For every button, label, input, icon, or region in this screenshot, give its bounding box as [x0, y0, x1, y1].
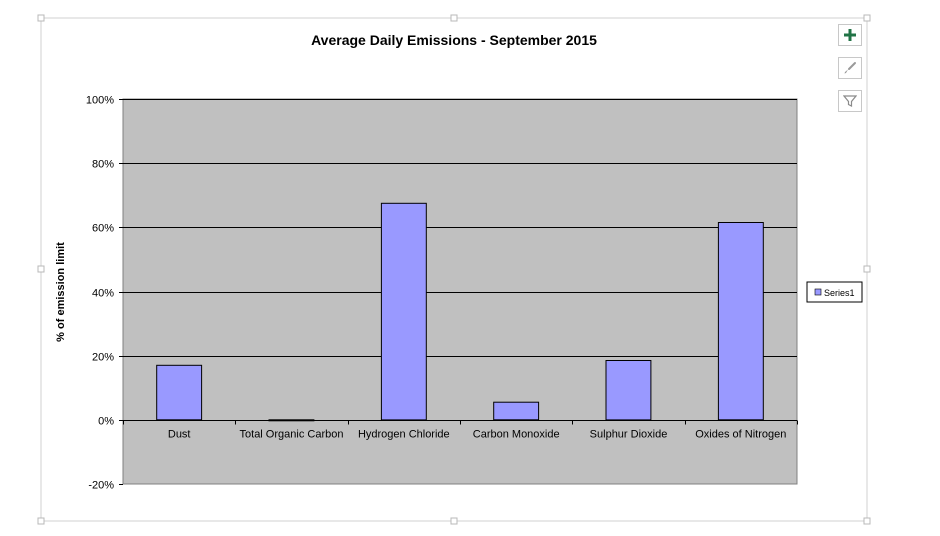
x-tick-label: Oxides of Nitrogen [695, 429, 786, 441]
y-tick-label: 100% [86, 95, 114, 107]
plus-icon [844, 29, 856, 41]
chart-styles-button[interactable] [838, 57, 862, 79]
bar-dust[interactable] [156, 364, 203, 421]
y-tick-label: 0% [98, 416, 114, 428]
legend-swatch [814, 288, 822, 296]
chart-filters-button[interactable] [838, 90, 862, 112]
bar-hydrogen-chloride[interactable] [380, 202, 427, 421]
bar-carbon-monoxide[interactable] [493, 401, 540, 421]
plot-area[interactable] [122, 98, 798, 485]
legend-box [806, 281, 863, 303]
x-tick-label: Carbon Monoxide [473, 429, 560, 441]
y-axis-ticks: 100% 80% 60% 40% 20% 0% -20% [86, 95, 123, 492]
bar-oxides-of-nitrogen[interactable] [717, 222, 764, 421]
chart-elements-button[interactable] [838, 24, 862, 46]
selection-handles[interactable] [37, 14, 871, 525]
x-tick-label: Sulphur Dioxide [590, 429, 668, 441]
y-tick-label: -20% [88, 480, 114, 492]
x-axis-ticks: Dust Total Organic Carbon Hydrogen Chlorid… [123, 420, 798, 441]
legend[interactable]: Series1 [806, 281, 863, 303]
y-tick-label: 40% [92, 288, 114, 300]
x-tick-label: Hydrogen Chloride [358, 429, 450, 441]
x-tick-label: Dust [168, 429, 191, 441]
y-axis-title[interactable]: % of emission limit [55, 242, 67, 342]
filter-icon [843, 95, 857, 107]
y-tick-label: 80% [92, 159, 114, 171]
x-tick-label: Total Organic Carbon [240, 429, 344, 441]
y-tick-label: 20% [92, 352, 114, 364]
bars [156, 202, 764, 422]
chart-title[interactable]: Average Daily Emissions - September 2015 [311, 32, 597, 48]
brush-icon [844, 62, 856, 74]
y-tick-label: 60% [92, 223, 114, 235]
legend-label: Series1 [824, 288, 855, 298]
bar-sulphur-dioxide[interactable] [605, 360, 652, 421]
